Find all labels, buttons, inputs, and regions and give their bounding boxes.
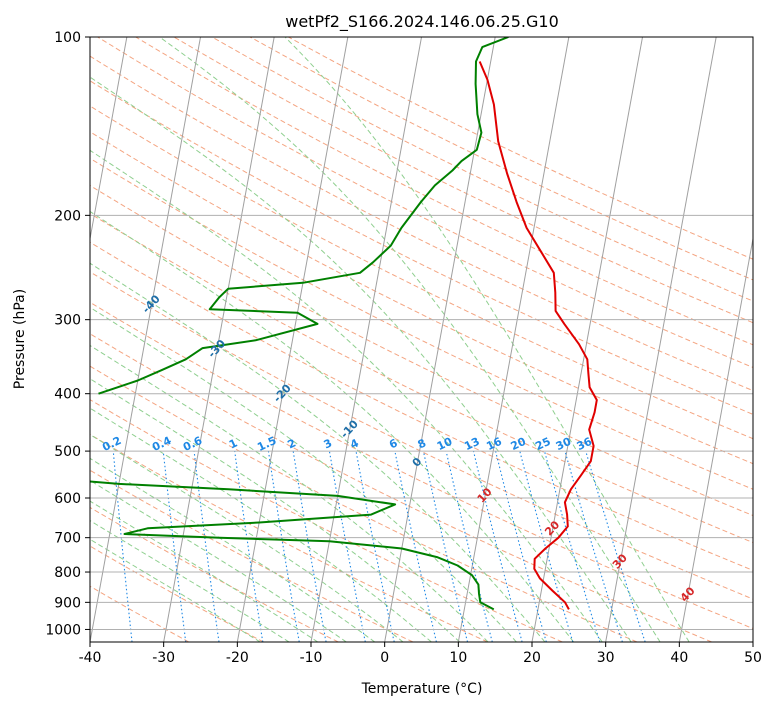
mixing-ratio-line [162, 451, 187, 642]
x-tick-label: 20 [523, 650, 541, 666]
y-tick-label: 300 [54, 313, 81, 329]
x-tick-label: -40 [79, 650, 102, 666]
isotherm-line [90, 37, 128, 242]
dry-adiabat-line [90, 271, 753, 600]
x-tick-label: -30 [152, 650, 175, 666]
x-axis-label: Temperature (°C) [361, 681, 483, 697]
background-lines [90, 37, 753, 642]
dry-adiabat-line [211, 37, 753, 302]
moist-adiabat-line [90, 262, 546, 642]
profile-line-2 [90, 480, 495, 611]
x-tick-label: 30 [597, 650, 615, 666]
y-tick-label: 400 [54, 387, 81, 403]
profile-line-1 [478, 61, 598, 610]
moist-adiabat-line [284, 37, 690, 642]
dry-adiabat-line [135, 37, 753, 346]
moist-adiabat-line [159, 37, 661, 642]
moist-adiabat-line [90, 378, 461, 642]
x-tick-label: 50 [744, 650, 762, 666]
dry-adiabat-line [173, 37, 753, 324]
isotherm-line [384, 37, 496, 642]
mixing-ratio-label: 25 [533, 435, 552, 453]
series-layer [90, 37, 598, 611]
mixing-ratio-line [234, 451, 264, 642]
mixing-ratio-line [519, 450, 574, 642]
mixing-ratio-label: 30 [554, 435, 574, 453]
dry-adiabat-line [90, 184, 753, 517]
isotherm-line [678, 235, 753, 642]
y-tick-label: 1000 [45, 622, 81, 638]
moist-adiabat-line [90, 407, 432, 642]
mixing-ratio-line [445, 450, 493, 642]
y-axis: 100 200 300 400 500 600 700 800 900 1000 [45, 30, 90, 638]
isotherm-line [236, 37, 349, 642]
moist-adiabat-line [90, 76, 632, 642]
mixing-ratio-line [564, 450, 623, 642]
mixing-ratio-line [495, 450, 547, 642]
dry-adiabat-line [90, 545, 264, 642]
x-tick-label: 10 [449, 650, 467, 666]
x-tick-label: -20 [226, 650, 249, 666]
y-tick-label: 100 [54, 30, 81, 46]
mixing-ratio-label: 20 [509, 435, 529, 453]
isotherm-line [163, 37, 275, 642]
mixing-ratio-line [585, 450, 646, 642]
mixing-ratio-line [472, 450, 523, 642]
dry-adiabat-line [90, 55, 753, 392]
mixing-ratio-line [328, 451, 366, 642]
mixing-ratio-line [543, 450, 601, 642]
y-tick-label: 500 [54, 444, 81, 460]
dry-adiabat-line [90, 365, 638, 642]
mixing-ratio-line [355, 450, 395, 642]
isotherm-line [90, 37, 202, 642]
dry-adiabat-line [90, 399, 563, 642]
dry-adiabat-line [97, 37, 753, 369]
dry-adiabat-line [90, 157, 753, 490]
moist-adiabat-line [90, 306, 517, 642]
x-tick-label: 40 [670, 650, 688, 666]
x-tick-label: 0 [380, 650, 389, 666]
isotherm-line [457, 37, 570, 642]
y-tick-label: 600 [54, 491, 81, 507]
y-axis-label: Pressure (hPa) [12, 289, 28, 389]
mixing-ratio-line [193, 451, 220, 642]
dry-adiabat-line [90, 301, 753, 630]
y-tick-label: 800 [54, 565, 81, 581]
mixing-ratio-line [112, 451, 133, 642]
dry-adiabat-line [90, 212, 753, 544]
mixing-ratio-label: 13 [462, 435, 481, 453]
y-tick-label: 200 [54, 208, 81, 224]
chart-title: wetPf2_S166.2024.146.06.25.G10 [285, 12, 559, 32]
x-axis: -40 -30 -20 -10 0 10 20 30 40 50 [79, 642, 762, 666]
mixing-ratio-label: 10 [435, 435, 455, 453]
moist-adiabat-line [90, 457, 376, 642]
isotherm-line [531, 37, 644, 642]
mixing-ratio-line [422, 450, 469, 642]
mixing-ratio-label: 36 [575, 435, 595, 453]
mixing-ratio-labels: 0.2 0.4 0.6 1 1.5 2 3 4 6 8 10 13 16 20 25 30 36 [100, 434, 594, 454]
moist-adiabat-line [90, 210, 574, 642]
dry-adiabat-line [90, 80, 753, 415]
y-tick-label: 900 [54, 595, 81, 611]
moist-adiabat-line [90, 344, 489, 642]
mixing-ratio-label: 16 [484, 435, 504, 453]
isotherm-line [605, 37, 717, 642]
x-tick-label: -10 [300, 650, 323, 666]
dry-adiabat-line [90, 433, 488, 642]
profile-line-3 [98, 37, 509, 395]
y-tick-label: 700 [54, 531, 81, 547]
moist-adiabat-line [90, 149, 603, 642]
dry-adiabat-line [90, 506, 339, 642]
moist-adiabat-line [90, 538, 261, 642]
moist-adiabat-line [90, 479, 347, 642]
dry-adiabat-line [90, 333, 712, 642]
mixing-ratio-line [394, 450, 437, 642]
plot-frame [89, 36, 754, 643]
